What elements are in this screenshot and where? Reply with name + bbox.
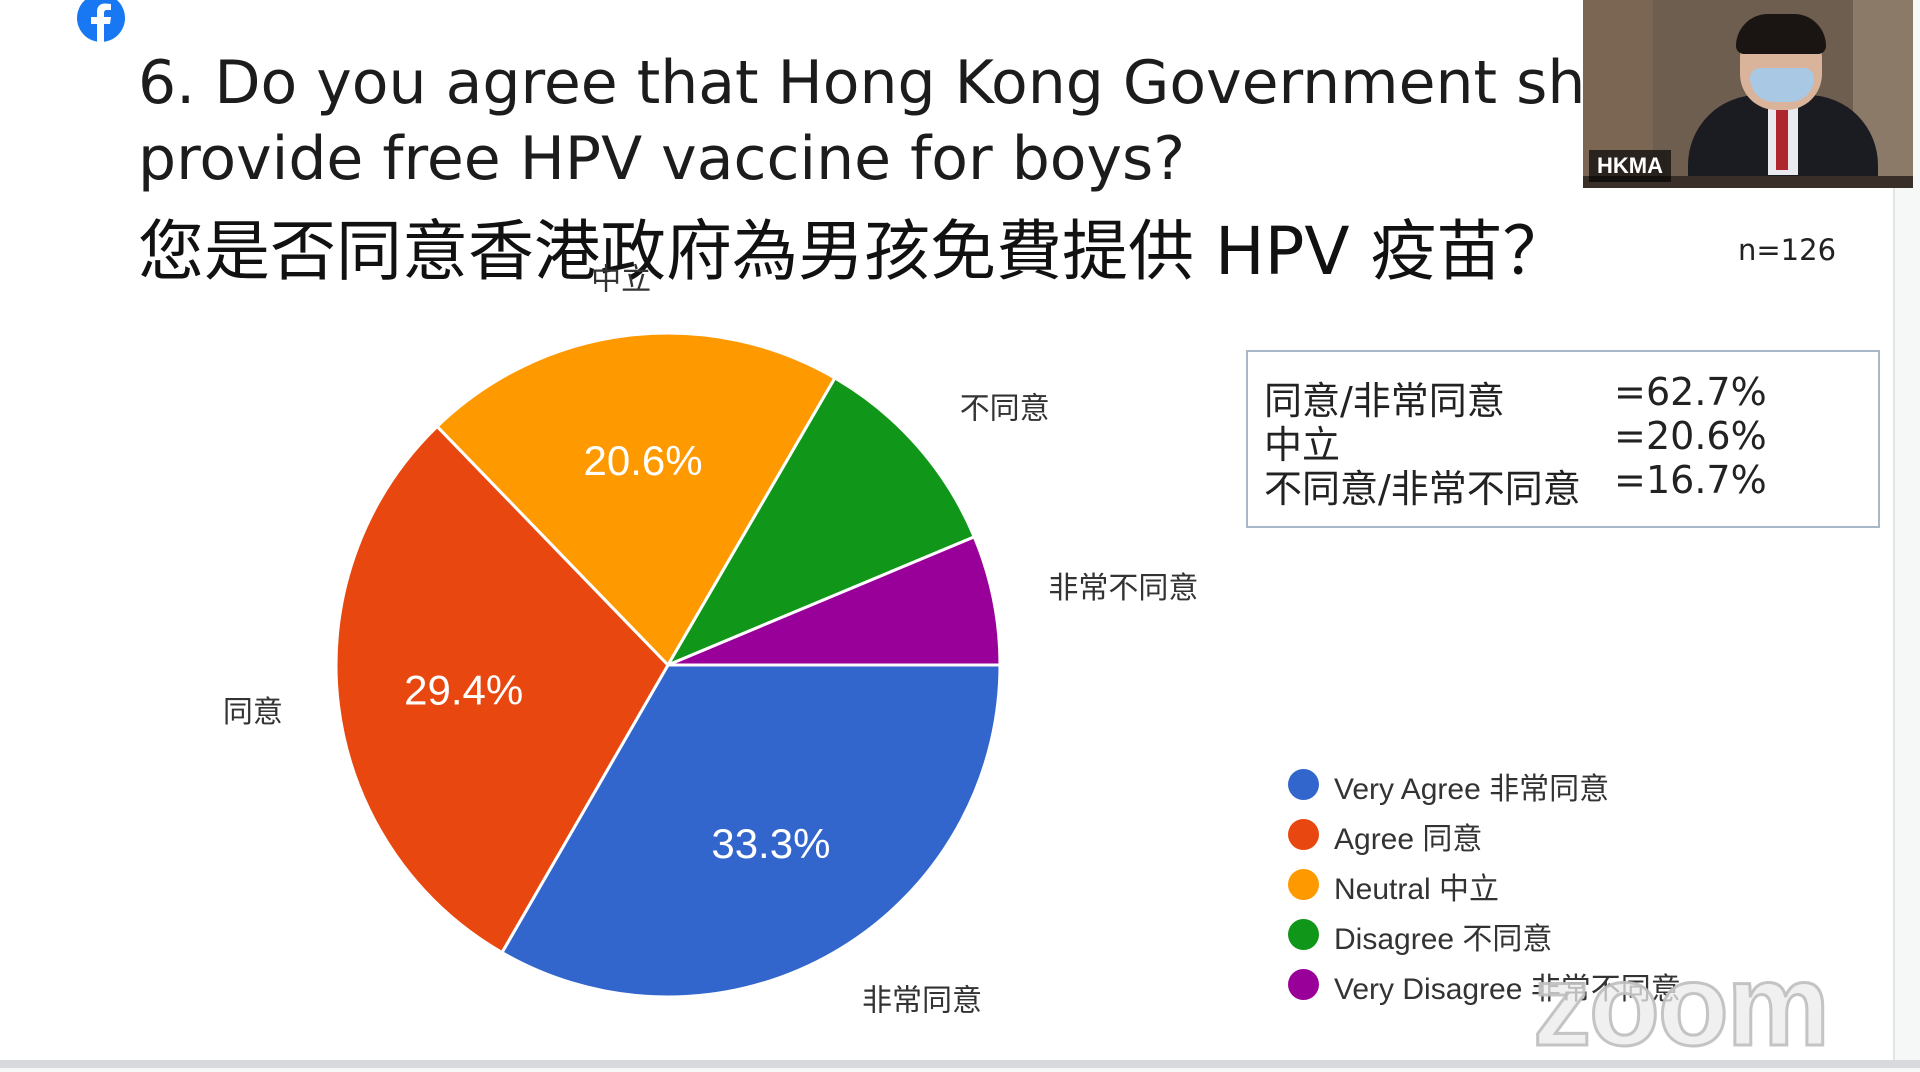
legend-swatch (1288, 969, 1319, 1000)
participant-hair (1736, 14, 1826, 54)
summary-label: 同意/非常同意 (1264, 379, 1505, 423)
screen-share-bottom-bar (0, 1060, 1920, 1068)
slice-category-label: 非常不同意 (1048, 571, 1198, 606)
slice-percent-label: 20.6% (584, 437, 703, 484)
summary-value: 16.7% (1646, 458, 1767, 502)
summary-value: 62.7% (1646, 370, 1767, 414)
legend-label: Very Agree 非常同意 (1334, 773, 1610, 806)
participant-mask (1750, 68, 1814, 102)
facebook-icon[interactable] (76, 0, 126, 44)
participant-name-label: HKMA (1589, 150, 1671, 182)
pie-slice (435, 331, 837, 668)
legend-swatch (1288, 819, 1319, 850)
summary-label: 中立 (1264, 423, 1341, 467)
slice-category-label: 中立 (591, 262, 651, 297)
pie-slice (667, 534, 1002, 667)
slice-percent-label: 33.3% (711, 820, 830, 867)
summary-equals: = (1614, 458, 1646, 502)
legend-swatch (1288, 769, 1319, 800)
question-title-en-line1: 6. Do you agree that Hong Kong Governmen… (138, 48, 1661, 118)
summary-value: 20.6% (1646, 414, 1767, 458)
legend-label: Disagree 不同意 (1334, 923, 1553, 956)
summary-equals: = (1614, 414, 1646, 458)
summary-box: 同意/非常同意 = 62.7% 中立 = 20.6% 不同意/非常不同意 = 1… (1246, 350, 1880, 528)
slice-category-label: 同意 (223, 695, 283, 730)
legend-swatch (1288, 869, 1319, 900)
slice-category-label: 不同意 (960, 392, 1050, 427)
legend-label: Very Disagree 非常不同意 (1334, 973, 1681, 1006)
legend-label: Agree 同意 (1334, 823, 1483, 856)
pie-slice (664, 375, 977, 669)
question-title-zh: 您是否同意香港政府為男孩免費提供 HPV 疫苗？ (138, 213, 1569, 290)
question-title-en-line2: provide free HPV vaccine for boys? (138, 124, 1186, 194)
participant-tie (1776, 110, 1788, 170)
slide: 6. Do you agree that Hong Kong Governmen… (76, 0, 1895, 1072)
zoom-watermark: zoom (1532, 939, 1832, 1072)
legend-label: Neutral 中立 (1334, 873, 1500, 906)
legend-swatch (1288, 919, 1319, 950)
slice-percent-label: 29.4% (404, 667, 523, 714)
participant-video-tile[interactable]: HKMA (1583, 0, 1913, 188)
pie-slice (499, 663, 1002, 999)
slice-category-label: 非常同意 (862, 984, 982, 1019)
pie-slice (334, 424, 670, 955)
summary-equals: = (1614, 370, 1646, 414)
summary-label: 不同意/非常不同意 (1264, 467, 1581, 511)
sample-size: n=126 (1738, 233, 1837, 267)
